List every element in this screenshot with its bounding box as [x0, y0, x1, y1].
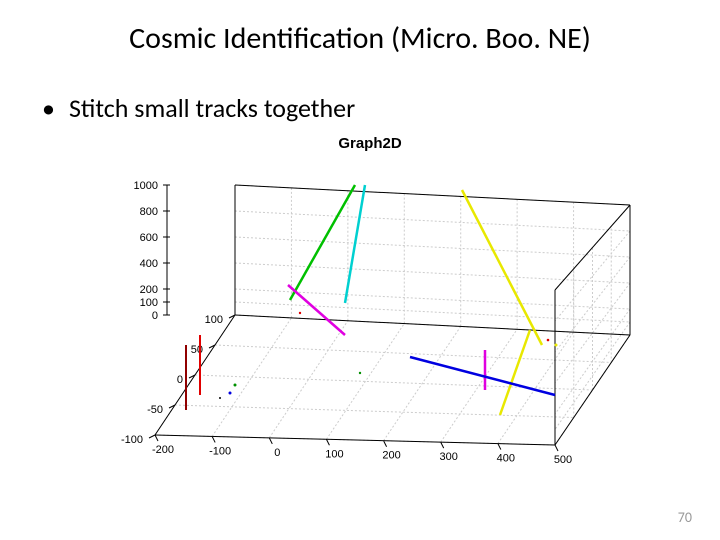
- graph2d-plot: Graph2D 01002004006008001000-200-1000100…: [90, 135, 650, 475]
- svg-text:200: 200: [140, 284, 158, 296]
- plot-canvas: 01002004006008001000-200-100010020030040…: [90, 135, 650, 475]
- svg-text:0: 0: [152, 310, 158, 322]
- svg-text:200: 200: [382, 450, 400, 462]
- svg-text:100: 100: [325, 448, 343, 460]
- track-green: [290, 185, 355, 300]
- svg-text:800: 800: [140, 206, 158, 218]
- svg-text:-100: -100: [121, 434, 143, 446]
- svg-text:100: 100: [205, 314, 223, 326]
- svg-text:0: 0: [177, 374, 183, 386]
- svg-text:0: 0: [274, 447, 280, 459]
- svg-text:1000: 1000: [134, 180, 158, 192]
- svg-text:500: 500: [554, 454, 572, 466]
- svg-text:400: 400: [140, 258, 158, 270]
- bullet-1: Stitch small tracks together: [42, 92, 355, 124]
- page-number: 70: [678, 509, 692, 526]
- svg-text:300: 300: [440, 451, 458, 463]
- track-yellow1: [462, 190, 542, 345]
- svg-text:50: 50: [191, 344, 203, 356]
- svg-text:100: 100: [140, 297, 158, 309]
- svg-text:400: 400: [497, 453, 515, 465]
- svg-text:-200: -200: [152, 444, 174, 456]
- slide-title: Cosmic Identification (Micro. Boo. NE): [0, 20, 720, 57]
- svg-text:600: 600: [140, 232, 158, 244]
- track-magenta: [288, 285, 345, 335]
- svg-text:-50: -50: [147, 404, 163, 416]
- svg-text:-100: -100: [209, 445, 231, 457]
- track-blue: [410, 357, 555, 395]
